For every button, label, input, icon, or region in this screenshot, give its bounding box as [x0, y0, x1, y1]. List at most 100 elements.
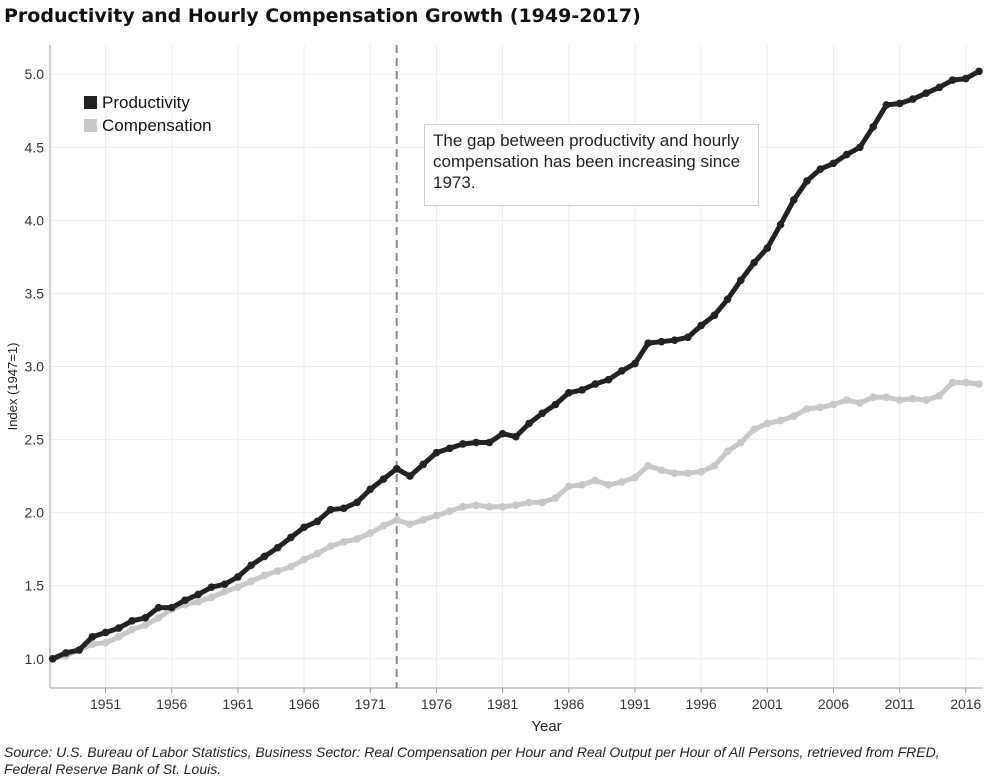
data-point-productivity [419, 460, 428, 469]
data-point-productivity [432, 448, 441, 457]
data-point-productivity [723, 295, 732, 304]
x-tick-label: 2011 [885, 696, 915, 712]
x-tick-label: 1991 [619, 696, 650, 712]
data-point-productivity [62, 649, 70, 657]
data-point-compensation [538, 498, 547, 507]
data-point-productivity [856, 143, 864, 152]
data-point-productivity [578, 386, 586, 394]
data-point-compensation [697, 467, 705, 476]
data-point-compensation [313, 549, 322, 558]
data-point-productivity [922, 89, 930, 98]
data-point-productivity [591, 380, 600, 388]
data-point-compensation [948, 378, 957, 387]
data-point-compensation [776, 416, 785, 425]
data-point-productivity [670, 336, 679, 344]
data-point-compensation [379, 521, 388, 530]
data-point-compensation [737, 438, 745, 447]
series-line-compensation [50, 380, 982, 662]
data-point-productivity [604, 375, 613, 384]
data-point-compensation [260, 571, 269, 580]
data-point-productivity [141, 614, 150, 622]
y-tick-label: 5.0 [25, 66, 45, 82]
chart-area: 1.0 1.5 2.0 2.5 3.0 3.5 4.0 4.5 5.0 1951 1956 1961 1… [5, 45, 983, 735]
x-tick-label: 1951 [90, 696, 121, 712]
data-point-productivity [300, 523, 308, 532]
compensation-swatch [84, 119, 97, 132]
data-point-compensation [366, 529, 375, 537]
annotation-text: The gap between productivity and hourly … [433, 131, 741, 192]
data-point-productivity [207, 583, 216, 591]
chart-title: Productivity and Hourly Compensation Gro… [4, 5, 641, 27]
data-point-productivity [459, 440, 467, 448]
data-point-productivity [697, 321, 705, 330]
legend-item-productivity[interactable]: Productivity [84, 91, 212, 114]
data-point-productivity [498, 429, 507, 438]
data-point-productivity [710, 311, 719, 320]
data-point-compensation [789, 412, 798, 420]
x-tick-label: 1956 [156, 696, 187, 712]
legend-item-compensation[interactable]: Compensation [84, 114, 212, 137]
data-point-productivity [485, 438, 494, 447]
data-point-compensation [445, 507, 454, 515]
data-point-compensation [842, 396, 851, 404]
data-point-productivity [101, 628, 110, 637]
data-point-productivity [869, 123, 877, 131]
y-tick-label: 3.0 [25, 359, 45, 375]
data-point-compensation [472, 501, 480, 510]
legend: Productivity Compensation [84, 91, 212, 137]
data-point-compensation [869, 393, 877, 401]
data-point-productivity [829, 159, 838, 168]
annotation-box: The gap between productivity and hourly … [424, 124, 759, 206]
data-point-productivity [617, 367, 626, 375]
data-point-productivity [445, 444, 454, 453]
data-point-productivity [512, 432, 520, 441]
data-point-compensation [459, 502, 467, 511]
data-point-productivity [379, 475, 388, 483]
data-point-productivity [326, 505, 335, 514]
axes [49, 45, 983, 693]
data-point-productivity [803, 177, 811, 185]
data-point-compensation [657, 466, 666, 475]
data-point-compensation [922, 396, 930, 404]
data-point-productivity [750, 258, 758, 267]
data-point-compensation [935, 391, 944, 400]
data-point-compensation [644, 462, 652, 470]
data-point-productivity [181, 596, 189, 605]
data-point-compensation [115, 633, 123, 641]
data-point-productivity [776, 220, 785, 229]
data-point-compensation [498, 502, 507, 511]
source-note: Source: U.S. Bureau of Labor Statistics,… [4, 744, 940, 777]
x-tick-label: 1981 [487, 696, 518, 712]
data-point-productivity [737, 276, 745, 285]
data-point-compensation [591, 476, 600, 485]
data-point-productivity [816, 165, 825, 174]
data-point-compensation [975, 380, 983, 388]
data-point-compensation [101, 638, 110, 647]
data-point-compensation [339, 538, 348, 546]
legend-label-compensation: Compensation [102, 115, 212, 135]
x-tick-label: 2006 [818, 696, 849, 712]
data-point-productivity [684, 333, 692, 342]
y-tick-label: 3.5 [25, 285, 45, 301]
data-point-compensation [234, 583, 242, 591]
data-point-productivity [935, 83, 944, 92]
legend-label-productivity: Productivity [102, 92, 190, 112]
data-point-productivity [631, 359, 639, 368]
data-point-compensation [710, 462, 719, 470]
data-point-productivity [882, 101, 891, 109]
data-point-productivity [763, 244, 772, 252]
data-point-productivity [260, 552, 269, 561]
data-point-compensation [750, 425, 758, 434]
data-point-compensation [128, 625, 136, 634]
data-point-compensation [723, 447, 732, 456]
series [48, 67, 983, 663]
data-point-compensation [326, 542, 335, 551]
data-point-productivity [895, 99, 904, 108]
data-point-productivity [88, 633, 97, 641]
y-tick-label: 4.5 [25, 139, 45, 155]
x-tick-label: 2016 [950, 696, 981, 712]
data-point-compensation [670, 469, 679, 477]
data-point-compensation [141, 621, 150, 629]
data-point-compensation [525, 498, 533, 507]
data-point-productivity [789, 196, 798, 204]
